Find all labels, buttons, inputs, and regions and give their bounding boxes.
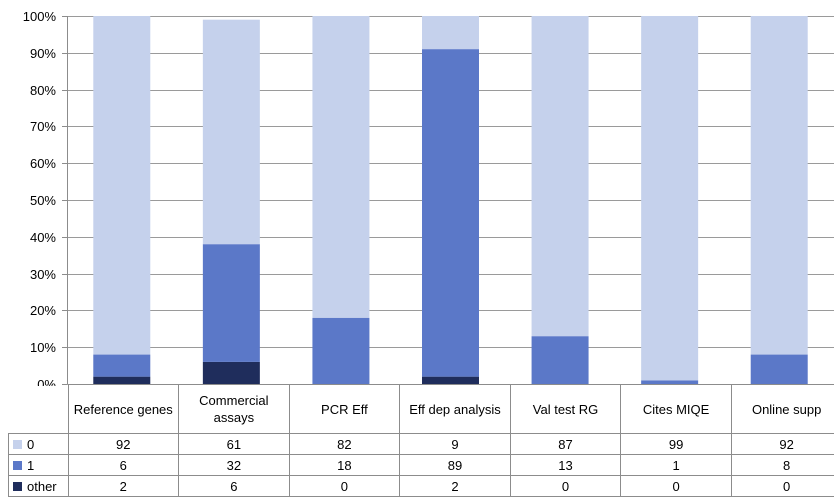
data-value: 61 (178, 433, 290, 455)
y-tick-label: 70% (30, 119, 56, 134)
y-tick-label: 20% (30, 303, 56, 318)
y-tick-label: 50% (30, 193, 56, 208)
bar-segment (93, 376, 151, 384)
legend-entry: other (8, 475, 69, 497)
data-value: 99 (620, 433, 732, 455)
legend-label: 0 (27, 436, 35, 452)
category-label: Cites MIQE (620, 384, 732, 434)
bar-segment (202, 244, 260, 362)
y-tick-label: 90% (30, 46, 56, 61)
bar-segment (750, 354, 808, 384)
legend-label: other (27, 478, 57, 494)
data-value: 87 (509, 433, 622, 455)
data-value: 2 (399, 475, 511, 497)
series-row: 1 6 32 18 89 13 1 8 (8, 454, 834, 476)
bar-segment (531, 16, 589, 337)
category-label: Commercial assays (178, 384, 290, 434)
series-row: other 2 6 0 2 0 0 0 (8, 475, 834, 497)
bar-segment (531, 336, 589, 384)
y-tick-label: 60% (30, 156, 56, 171)
data-value: 0 (730, 475, 834, 497)
bar-segment (641, 16, 699, 381)
bar-segment (641, 380, 699, 384)
table-corner (8, 384, 69, 434)
series-row: 0 92 61 82 9 87 99 92 (8, 433, 834, 455)
y-tick-label: 80% (30, 83, 56, 98)
y-tick-label: 10% (30, 340, 56, 355)
y-tick-label: 100% (23, 9, 57, 24)
y-tick-label: 40% (30, 230, 56, 245)
data-value: 13 (509, 454, 622, 476)
data-value: 2 (67, 475, 180, 497)
data-value: 0 (288, 475, 401, 497)
data-value: 92 (730, 433, 834, 455)
legend-swatch (13, 481, 22, 491)
bars (93, 16, 808, 384)
legend-entry: 1 (8, 454, 69, 476)
y-tick-label: 0% (37, 377, 56, 386)
data-value: 6 (178, 475, 290, 497)
data-value: 1 (620, 454, 732, 476)
data-value: 8 (730, 454, 834, 476)
axes (62, 16, 68, 385)
data-table: Reference genes Commercial assays PCR Eff E… (8, 384, 834, 497)
data-value: 0 (509, 475, 622, 497)
bar-segment (202, 19, 260, 245)
bar-segment (202, 361, 260, 384)
data-value: 18 (288, 454, 401, 476)
data-value: 6 (67, 454, 180, 476)
stacked-bar-chart: 0% 10% 20% 30% 40% 50% 60% 70% 80% 90% 100% (23, 9, 834, 386)
legend-label: 1 (27, 457, 35, 473)
bar-segment (312, 16, 370, 318)
bar-segment (750, 16, 808, 355)
legend-swatch (13, 460, 22, 470)
data-value: 32 (178, 454, 290, 476)
data-value: 92 (67, 433, 180, 455)
category-label: Online supp (730, 384, 834, 434)
category-row: Reference genes Commercial assays PCR Eff E… (8, 384, 834, 434)
bar-segment (422, 16, 479, 50)
data-value: 0 (620, 475, 732, 497)
bar-segment (93, 16, 151, 355)
legend-swatch (13, 439, 22, 449)
y-axis-tick-labels: 0% 10% 20% 30% 40% 50% 60% 70% 80% 90% 100% (23, 9, 57, 386)
category-label: PCR Eff (288, 384, 401, 434)
legend-entry: 0 (8, 433, 69, 455)
bar-segment (312, 317, 370, 384)
data-value: 9 (399, 433, 511, 455)
category-label: Val test RG (509, 384, 622, 434)
bar-segment (422, 376, 479, 384)
category-label: Eff dep analysis (399, 384, 511, 434)
bar-segment (422, 49, 479, 377)
data-value: 89 (399, 454, 511, 476)
category-label: Reference genes (67, 384, 180, 434)
y-tick-label: 30% (30, 267, 56, 282)
bar-segment (93, 354, 151, 377)
data-value: 82 (288, 433, 401, 455)
